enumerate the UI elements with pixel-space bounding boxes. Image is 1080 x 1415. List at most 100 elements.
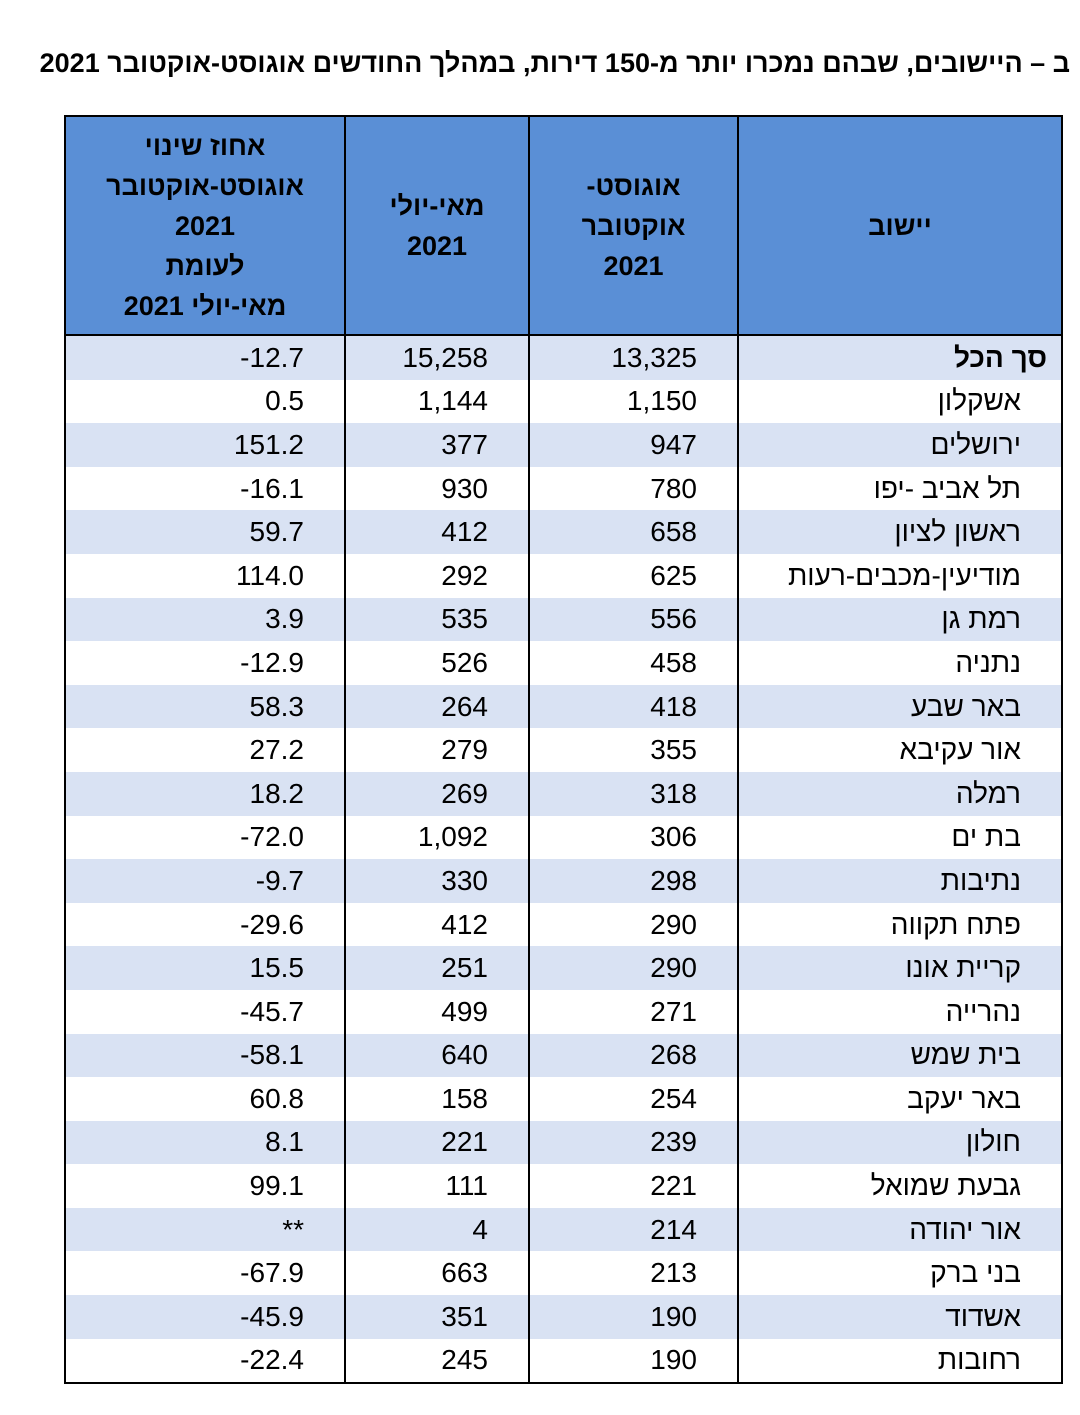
table-row: רמת גן 556 535 3.9: [64, 597, 1063, 642]
table-row: באר שבע 418 264 58.3: [64, 684, 1063, 729]
settlement-cell: אשדוד: [737, 1295, 1063, 1339]
number-cell: 268: [528, 1033, 739, 1078]
number-cell: 8.1: [64, 1120, 346, 1165]
number-cell: 290: [528, 902, 739, 947]
number-cell: -12.7: [64, 335, 346, 380]
number-cell: 251: [344, 946, 530, 990]
number-cell: 27.2: [64, 728, 346, 772]
table-row: תל אביב -יפו 780 930 -16.1: [64, 466, 1063, 511]
number-cell: 271: [528, 989, 739, 1034]
table-row: בני ברק 213 663 -67.9: [64, 1251, 1063, 1296]
number-cell: 306: [528, 815, 739, 860]
number-cell: -12.9: [64, 641, 346, 685]
number-cell: 625: [528, 553, 739, 598]
number-cell: 158: [344, 1077, 530, 1121]
number-cell: 412: [344, 510, 530, 554]
column-header: אחוז שינוי אוגוסט-אוקטובר 2021 לעומת מאי-יול…: [64, 115, 346, 336]
settlement-cell: נתניה: [737, 641, 1063, 685]
settlement-cell: בת ים: [737, 815, 1063, 860]
number-cell: 499: [344, 989, 530, 1034]
number-cell: -29.6: [64, 902, 346, 947]
number-cell: 412: [344, 902, 530, 947]
number-cell: 658: [528, 510, 739, 554]
table-body: סך הכל 13,325 15,258 -12.7 אשקלון 1,150 1,144 0…: [64, 335, 1063, 1384]
header-row: יישוב אוגוסט- אוקטובר 2021 מאי-יולי 2021 אחוז …: [64, 115, 1063, 336]
number-cell: **: [64, 1207, 346, 1252]
number-cell: 418: [528, 684, 739, 729]
number-cell: 3.9: [64, 597, 346, 642]
number-cell: 269: [344, 771, 530, 816]
number-cell: 535: [344, 597, 530, 642]
number-cell: 1,150: [528, 379, 739, 424]
number-cell: 377: [344, 423, 530, 467]
number-cell: 947: [528, 423, 739, 467]
number-cell: 59.7: [64, 510, 346, 554]
settlement-cell: ראשון לציון: [737, 510, 1063, 554]
number-cell: 355: [528, 728, 739, 772]
number-cell: -16.1: [64, 466, 346, 511]
settlement-cell: בני ברק: [737, 1251, 1063, 1296]
settlement-cell: נהרייה: [737, 989, 1063, 1034]
header-line: אוקטובר: [581, 210, 686, 241]
table-row: ירושלים 947 377 151.2: [64, 423, 1063, 467]
number-cell: 114.0: [64, 553, 346, 598]
table-row: אור יהודה 214 4 **: [64, 1207, 1063, 1252]
settlement-cell: נתיבות: [737, 859, 1063, 903]
number-cell: 930: [344, 466, 530, 511]
number-cell: 330: [344, 859, 530, 903]
number-cell: -9.7: [64, 859, 346, 903]
header-line: 2021: [174, 210, 236, 241]
number-cell: 190: [528, 1338, 739, 1384]
settlement-cell: פתח תקווה: [737, 902, 1063, 947]
table-row: מודיעין-מכבים-רעות 625 292 114.0: [64, 553, 1063, 598]
number-cell: 556: [528, 597, 739, 642]
settlement-cell: תל אביב -יפו: [737, 466, 1063, 511]
number-cell: 111: [344, 1164, 530, 1208]
header-line: אוגוסט-: [586, 170, 681, 201]
column-header: יישוב: [737, 115, 1063, 336]
number-cell: 15.5: [64, 946, 346, 990]
number-cell: -72.0: [64, 815, 346, 860]
table-row: רחובות 190 245 -22.4: [64, 1338, 1063, 1384]
table-row: חולון 239 221 8.1: [64, 1120, 1063, 1165]
table-row: אשדוד 190 351 -45.9: [64, 1295, 1063, 1339]
table-row: אור עקיבא 355 279 27.2: [64, 728, 1063, 772]
table-row: נתיבות 298 330 -9.7: [64, 859, 1063, 903]
number-cell: 221: [528, 1164, 739, 1208]
settlement-cell: גבעת שמואל: [737, 1164, 1063, 1208]
header-line: מאי-יולי 2021: [123, 290, 287, 321]
header-line: 2021: [603, 250, 664, 281]
number-cell: 0.5: [64, 379, 346, 424]
settlement-cell: רמלה: [737, 771, 1063, 816]
table-row: פתח תקווה 290 412 -29.6: [64, 902, 1063, 947]
number-cell: -22.4: [64, 1338, 346, 1384]
number-cell: 239: [528, 1120, 739, 1165]
header-line: לעומת: [165, 250, 245, 281]
number-cell: 13,325: [528, 335, 739, 380]
number-cell: 458: [528, 641, 739, 685]
number-cell: 15,258: [344, 335, 530, 380]
number-cell: 254: [528, 1077, 739, 1121]
settlement-cell: רמת גן: [737, 597, 1063, 642]
settlement-cell: ירושלים: [737, 423, 1063, 467]
table-row: ראשון לציון 658 412 59.7: [64, 510, 1063, 554]
table-row: אשקלון 1,150 1,144 0.5: [64, 379, 1063, 424]
settlement-cell: אור עקיבא: [737, 728, 1063, 772]
table-row: רמלה 318 269 18.2: [64, 771, 1063, 816]
number-cell: -45.7: [64, 989, 346, 1034]
settlement-cell: אשקלון: [737, 379, 1063, 424]
number-cell: 292: [344, 553, 530, 598]
number-cell: 298: [528, 859, 739, 903]
number-cell: 264: [344, 684, 530, 729]
settlement-cell: באר יעקב: [737, 1077, 1063, 1121]
header-line: אוגוסט-אוקטובר: [106, 170, 304, 201]
table-row: סך הכל 13,325 15,258 -12.7: [64, 335, 1063, 380]
number-cell: 351: [344, 1295, 530, 1339]
number-cell: 190: [528, 1295, 739, 1339]
number-cell: 663: [344, 1251, 530, 1296]
table-row: קריית אונו 290 251 15.5: [64, 946, 1063, 990]
column-header: מאי-יולי 2021: [344, 115, 530, 336]
table-row: נתניה 458 526 -12.9: [64, 641, 1063, 685]
